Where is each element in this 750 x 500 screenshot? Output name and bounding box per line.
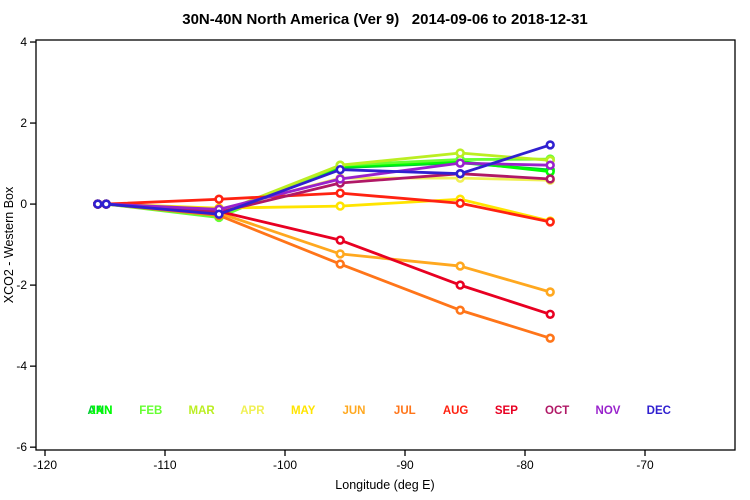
legend-label-feb: FEB <box>139 405 162 417</box>
legend-label-jun: JUN <box>342 405 365 417</box>
y-axis-tick-label: -6 <box>16 440 27 454</box>
series-line-jun <box>96 202 552 294</box>
legend-label-oct: OCT <box>545 405 569 417</box>
series-marker-mar <box>455 148 465 158</box>
series-marker-jun <box>455 261 465 271</box>
x-axis-tick-label: -90 <box>396 458 414 472</box>
series-marker-jul <box>455 305 465 315</box>
chart-title: 30N-40N North America (Ver 9) 2014-09-06… <box>182 11 587 28</box>
series-marker-sep <box>545 309 555 319</box>
legend-label-may: MAY <box>291 405 316 417</box>
legend-label-apr: APR <box>240 405 265 417</box>
series-marker-jul <box>545 333 555 343</box>
series-dec <box>93 140 555 219</box>
series-marker-nov <box>455 158 465 168</box>
series-jun <box>93 199 555 297</box>
x-axis-tick-label: -80 <box>516 458 534 472</box>
x-axis-title: Longitude (deg E) <box>335 478 434 492</box>
series-marker-dec <box>455 168 465 179</box>
series-marker-dec <box>545 140 555 150</box>
y-axis-tick-label: 4 <box>20 35 27 49</box>
x-axis-tick-label: -70 <box>636 458 654 472</box>
legend-label-jan: JAN <box>89 405 112 417</box>
plot-border <box>35 39 736 451</box>
series-marker-dec <box>335 164 345 175</box>
legend-label-jul: JUL <box>394 405 416 417</box>
series-marker-aug <box>214 194 224 204</box>
series-marker-jul <box>335 259 345 269</box>
series-marker-dec <box>214 209 224 219</box>
series-marker-jun <box>545 287 555 297</box>
legend-label-dec: DEC <box>647 405 671 417</box>
series-jul <box>93 199 555 343</box>
legend-label-mar: MAR <box>188 405 215 417</box>
series-marker-sep <box>335 235 345 245</box>
series-marker-sep <box>455 280 465 290</box>
y-axis-tick-label: -4 <box>16 359 27 373</box>
x-axis-tick-label: -120 <box>33 458 57 472</box>
series-marker-aug <box>455 198 465 208</box>
legend-label-aug: AUG <box>443 405 469 417</box>
x-axis-tick-label: -100 <box>273 458 297 472</box>
series-marker-nov <box>335 174 345 184</box>
series-line-sep <box>96 202 552 316</box>
y-axis-title: XCO2 - Western Box <box>2 186 16 303</box>
series-marker-may <box>335 201 345 211</box>
series-marker-oct <box>545 174 555 184</box>
series-sep <box>93 199 555 319</box>
series-marker-jun <box>335 249 345 259</box>
series-marker-nov <box>545 160 555 170</box>
y-axis-tick-label: -2 <box>16 278 27 292</box>
series-marker-aug <box>335 188 345 198</box>
legend-label-ann: ANN <box>88 405 113 417</box>
y-axis-tick-label: 0 <box>20 197 27 211</box>
x-axis-tick-label: -110 <box>153 458 176 472</box>
y-axis-tick-label: 2 <box>20 116 27 130</box>
series-marker-dec <box>93 199 103 209</box>
series-marker-aug <box>545 217 555 227</box>
legend-label-sep: SEP <box>495 405 518 417</box>
legend-label-nov: NOV <box>596 405 621 417</box>
series-marker-dec <box>101 199 111 209</box>
